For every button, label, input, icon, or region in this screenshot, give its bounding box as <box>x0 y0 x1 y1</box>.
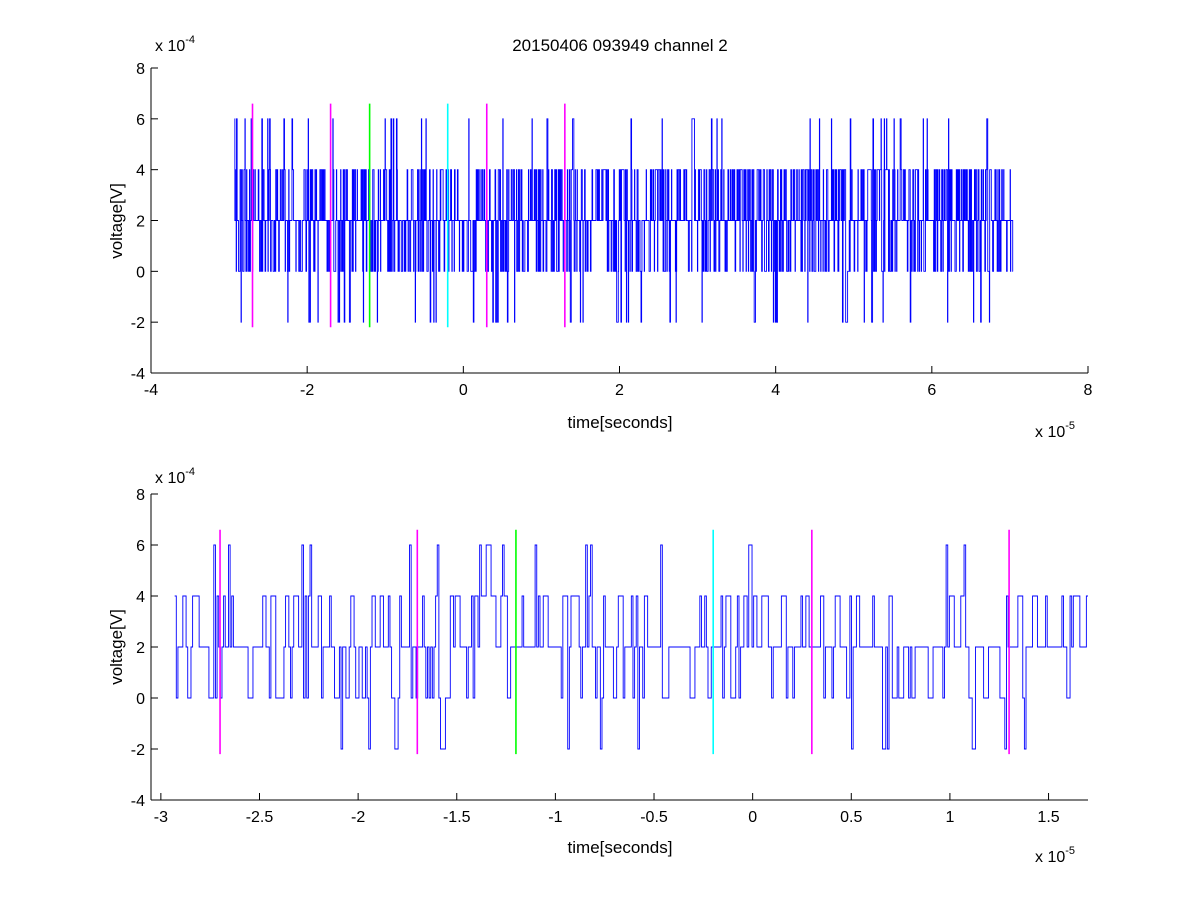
bottom-x-tick-label: 1.5 <box>1037 809 1059 826</box>
bottom-marker-layer <box>219 529 1010 755</box>
bottom-y-multiplier: x 10-4 <box>155 466 195 487</box>
top-y-tick-label: 4 <box>136 163 145 180</box>
bottom-x-axis-label: time[seconds] <box>568 838 673 857</box>
top-y-multiplier-exponent: -4 <box>185 34 195 46</box>
bottom-x-tick-label: -0.5 <box>640 809 668 826</box>
top-y-tick-label: -2 <box>131 315 145 332</box>
top-x-tick-label: 2 <box>615 382 624 399</box>
top-signal-line <box>234 118 1014 323</box>
bottom-y-axis-label: voltage[V] <box>107 609 126 685</box>
bottom-x-multiplier-base: x 10 <box>1035 849 1065 866</box>
bottom-x-multiplier-exponent: -5 <box>1065 845 1075 857</box>
top-x-multiplier: x 10-5 <box>1035 420 1075 441</box>
bottom-x-tick-label: -2 <box>351 809 365 826</box>
top-ticks: -4 -2 0 2 4 6 8 -4 -2 0 2 4 6 8 <box>131 61 1093 399</box>
bottom-y-tick-label: 8 <box>136 487 145 504</box>
top-marker-layer <box>251 103 566 328</box>
bottom-x-tick-label: -1.5 <box>443 809 471 826</box>
bottom-ticks: -3 -2.5 -2 -1.5 -1 -0.5 0 0.5 1 1.5 -4 -2 0 2 4 6 8 <box>131 487 1060 826</box>
bottom-y-tick-label: 2 <box>136 640 145 657</box>
top-x-tick-label: -2 <box>300 382 314 399</box>
bottom-x-multiplier: x 10-5 <box>1035 845 1075 866</box>
bottom-x-tick-label: 0 <box>748 809 757 826</box>
top-y-axis-label: voltage[V] <box>107 183 126 259</box>
top-x-axis-label: time[seconds] <box>568 413 673 432</box>
top-x-tick-label: -4 <box>144 382 158 399</box>
bottom-y-multiplier-base: x 10 <box>155 470 185 487</box>
top-y-multiplier-base: x 10 <box>155 38 185 55</box>
top-subplot: -4 -2 0 2 4 6 8 -4 -2 0 2 4 6 8 time[seconds] voltage… <box>107 34 1093 441</box>
bottom-y-tick-label: 6 <box>136 538 145 555</box>
top-x-tick-label: 6 <box>927 382 936 399</box>
top-y-tick-label: 0 <box>136 264 145 281</box>
top-y-multiplier: x 10-4 <box>155 34 195 55</box>
top-y-tick-label: 2 <box>136 214 145 231</box>
figure-title: 20150406 093949 channel 2 <box>512 36 728 55</box>
bottom-y-tick-label: -2 <box>131 742 145 759</box>
top-y-tick-label: 6 <box>136 112 145 129</box>
bottom-signal-layer <box>174 544 1088 750</box>
bottom-y-tick-label: 0 <box>136 691 145 708</box>
bottom-signal-line <box>174 544 1088 750</box>
bottom-x-tick-label: -3 <box>154 809 168 826</box>
top-x-tick-label: 0 <box>459 382 468 399</box>
top-y-tick-label: -4 <box>131 366 145 383</box>
top-signal-layer <box>234 118 1014 323</box>
bottom-x-tick-label: 1 <box>945 809 954 826</box>
bottom-x-tick-label: -1 <box>548 809 562 826</box>
top-x-multiplier-base: x 10 <box>1035 424 1065 441</box>
bottom-x-tick-label: -2.5 <box>246 809 274 826</box>
top-x-tick-label: 4 <box>771 382 780 399</box>
bottom-y-multiplier-exponent: -4 <box>185 466 195 478</box>
top-x-multiplier-exponent: -5 <box>1065 420 1075 432</box>
bottom-y-tick-label: -4 <box>131 793 145 810</box>
top-x-tick-label: 8 <box>1084 382 1093 399</box>
bottom-subplot: -3 -2.5 -2 -1.5 -1 -0.5 0 0.5 1 1.5 -4 -2 0 2 4 6 8 time… <box>107 466 1088 866</box>
top-y-tick-label: 8 <box>136 61 145 78</box>
bottom-x-tick-label: 0.5 <box>840 809 862 826</box>
bottom-y-tick-label: 4 <box>136 589 145 606</box>
